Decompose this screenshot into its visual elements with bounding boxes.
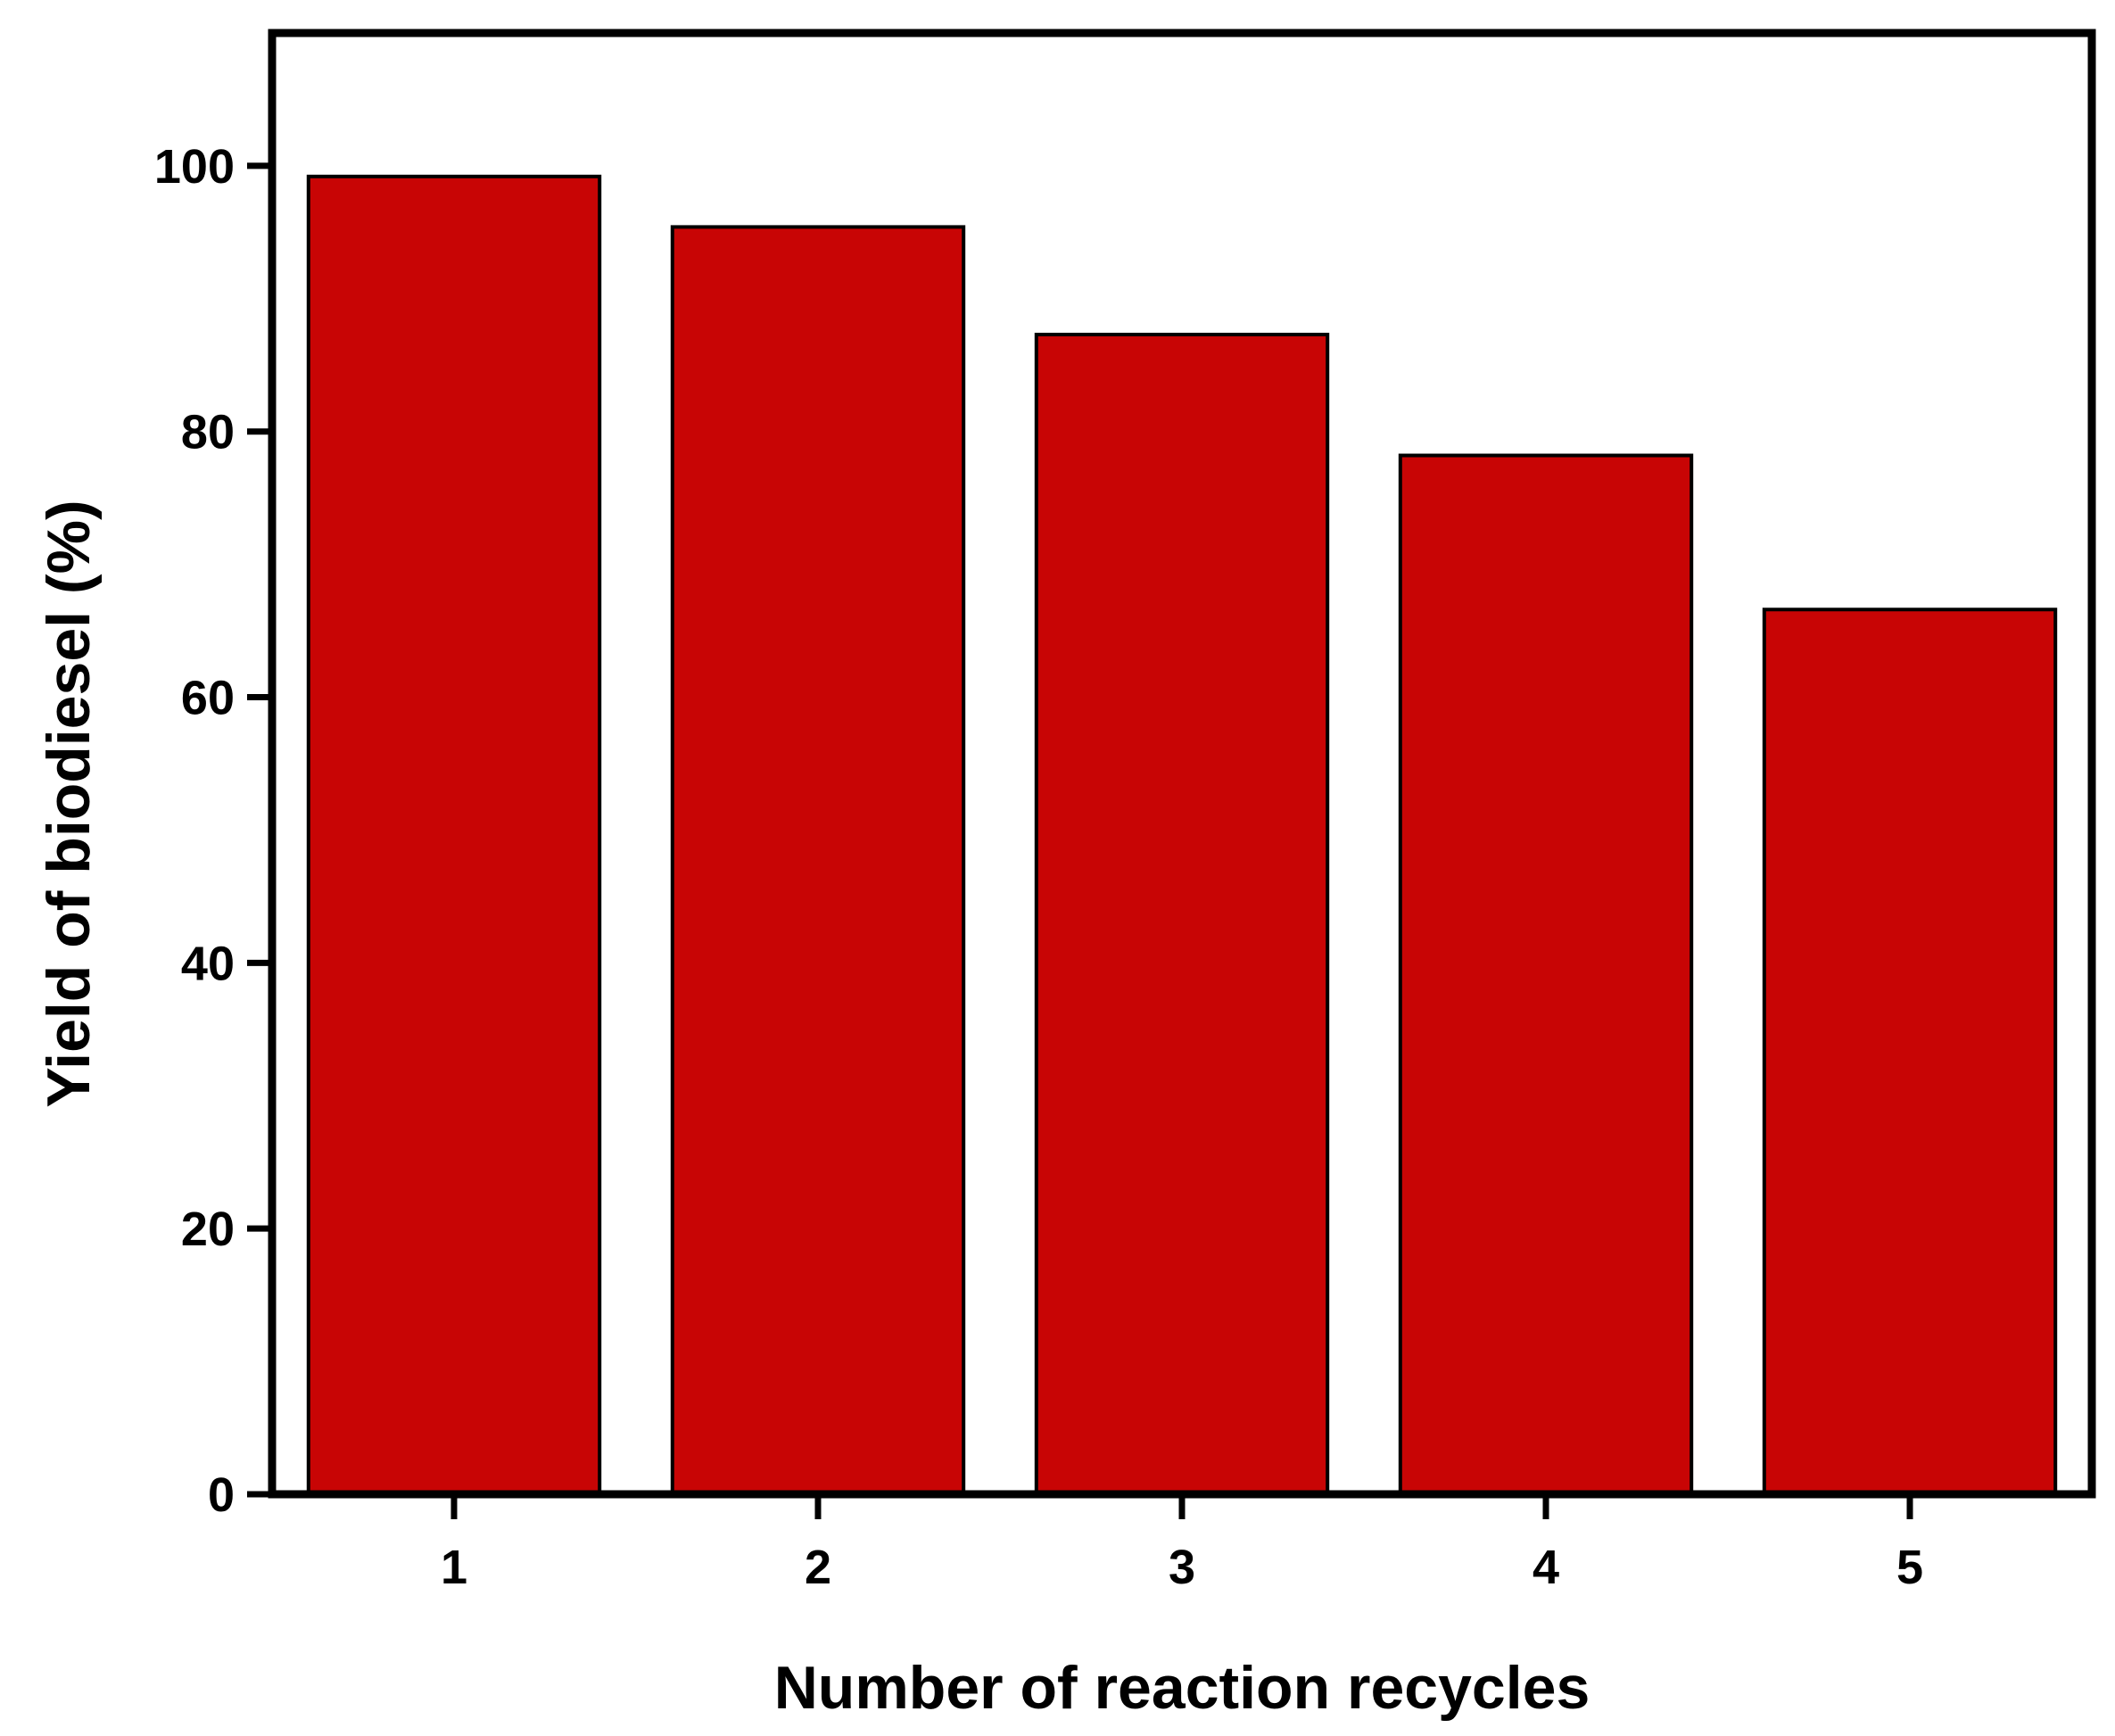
bar-2 (670, 225, 966, 1497)
x-tick-label-4: 4 (1533, 1541, 1559, 1594)
y-tick-label-100: 100 (154, 140, 235, 194)
x-tick-label-1: 1 (441, 1541, 467, 1594)
x-tick-label-5: 5 (1896, 1541, 1923, 1594)
x-axis: 1 2 3 4 5 (441, 1494, 1923, 1594)
bar-5 (1762, 608, 2058, 1496)
y-tick-label-80: 80 (181, 406, 235, 459)
bar-4 (1398, 453, 1694, 1497)
bar-1 (306, 174, 602, 1497)
bars-group (306, 174, 2058, 1497)
y-tick-label-60: 60 (181, 672, 235, 725)
y-tick-label-0: 0 (208, 1468, 235, 1522)
y-tick-label-40: 40 (181, 937, 235, 990)
x-axis-title: Number of reaction recycles (774, 1654, 1590, 1722)
y-axis-title: Yield of biodiesel (%) (35, 500, 103, 1107)
y-tick-label-20: 20 (181, 1203, 235, 1256)
y-axis: 0 20 40 60 80 100 (154, 140, 272, 1522)
bar-3 (1034, 333, 1330, 1496)
x-tick-label-3: 3 (1169, 1541, 1195, 1594)
x-tick-label-2: 2 (805, 1541, 831, 1594)
